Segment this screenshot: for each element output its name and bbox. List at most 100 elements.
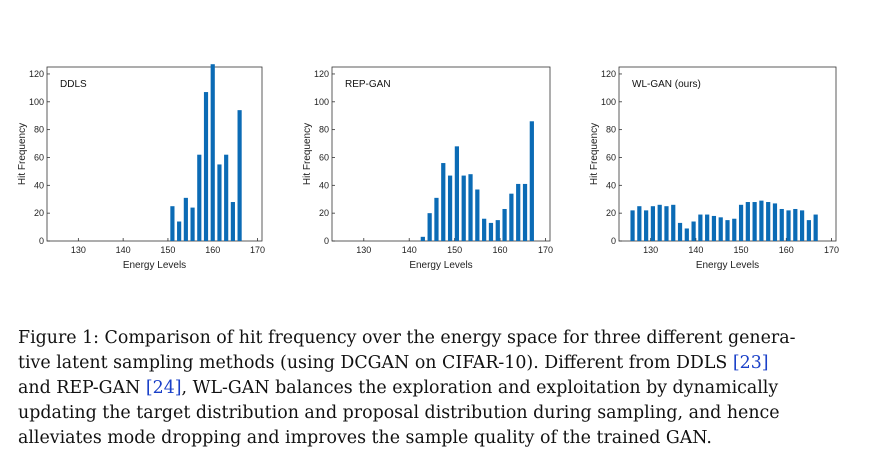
x-tick-label: 170 <box>824 245 839 255</box>
bar <box>482 218 487 241</box>
figure-caption: Figure 1: Comparison of hit frequency ov… <box>18 326 863 451</box>
x-tick-label: 170 <box>250 245 265 255</box>
bar <box>197 154 202 241</box>
bar <box>502 208 507 241</box>
y-tick-label: 60 <box>319 152 329 162</box>
citation-repgan[interactable]: [24] <box>145 378 182 398</box>
bar <box>711 215 717 241</box>
y-tick-label: 40 <box>606 180 616 190</box>
bar <box>183 197 188 241</box>
y-tick-label: 100 <box>29 97 44 107</box>
bar <box>217 164 222 241</box>
y-tick-label: 120 <box>601 69 616 79</box>
bar <box>630 210 635 241</box>
bar <box>170 206 175 241</box>
x-tick-label: 160 <box>779 245 794 255</box>
y-axis-label: Hit Frequency <box>589 123 600 185</box>
x-tick-label: 140 <box>116 245 131 255</box>
figure-charts: 0 20 40 60 80 100 120 130 140 150 160 170 DDLS Energy… <box>17 64 839 271</box>
x-axis-label: Energy Levels <box>123 260 186 271</box>
panel-label: DDLS <box>60 79 87 90</box>
x-tick-label: 130 <box>356 245 371 255</box>
bar <box>671 204 676 241</box>
y-tick-label: 120 <box>29 69 44 79</box>
y-tick-label: 80 <box>319 125 329 135</box>
chart-panel-2: 0 20 40 60 80 100 120 130 140 150 160 170 REP-GAN Ene… <box>302 66 553 271</box>
x-tick-label: 140 <box>402 245 417 255</box>
caption-line-1: Figure 1: Comparison of hit frequency ov… <box>18 328 796 348</box>
bar <box>529 121 534 241</box>
y-axis-label: Hit Frequency <box>302 123 313 185</box>
y-tick-label: 100 <box>601 97 616 107</box>
bar <box>725 220 730 241</box>
bar <box>677 222 683 241</box>
y-tick-label: 0 <box>611 236 616 246</box>
bar <box>177 221 182 241</box>
y-tick-label: 20 <box>606 208 616 218</box>
bar <box>420 236 425 241</box>
y-tick-label: 40 <box>34 180 44 190</box>
bar <box>732 218 737 241</box>
chart-panel-1: 0 20 40 60 80 100 120 130 140 150 160 170 DDLS Energy… <box>17 64 265 271</box>
bar <box>468 174 473 241</box>
x-tick-label: 150 <box>160 245 175 255</box>
bar <box>718 217 723 241</box>
citation-ddls[interactable]: [23] <box>732 353 769 373</box>
plot-frame <box>46 66 263 242</box>
bar <box>434 197 439 241</box>
bar <box>698 214 703 241</box>
y-tick-label: 20 <box>34 208 44 218</box>
plot-frame <box>331 66 551 242</box>
caption-line-5: alleviates mode dropping and improves th… <box>18 428 712 448</box>
y-axis-label: Hit Frequency <box>17 123 28 185</box>
bar <box>475 189 480 241</box>
bar <box>799 210 805 241</box>
bar <box>745 202 750 241</box>
caption-line-3a: and REP-GAN <box>18 378 146 398</box>
x-tick-label: 170 <box>538 245 553 255</box>
bar <box>650 206 656 241</box>
bar <box>427 213 432 241</box>
y-tick-label: 80 <box>606 125 616 135</box>
x-tick-label: 160 <box>205 245 220 255</box>
x-tick-label: 150 <box>447 245 462 255</box>
bar <box>806 220 811 241</box>
bar <box>738 204 744 241</box>
bar <box>759 200 764 241</box>
bar <box>522 183 528 241</box>
bar <box>509 193 514 241</box>
bar <box>813 214 818 241</box>
x-tick-label: 150 <box>734 245 749 255</box>
panel-label: WL-GAN (ours) <box>632 79 701 90</box>
x-tick-label: 130 <box>643 245 658 255</box>
bar <box>705 214 710 241</box>
y-tick-label: 20 <box>319 208 329 218</box>
x-axis-label: Energy Levels <box>696 260 759 271</box>
bar <box>190 207 195 241</box>
bar <box>786 210 791 241</box>
bar <box>684 228 689 241</box>
x-axis-label: Energy Levels <box>409 260 472 271</box>
y-tick-label: 0 <box>39 236 44 246</box>
figure: 0 20 40 60 80 100 120 130 140 150 160 170 DDLS Energy… <box>17 64 839 271</box>
bar <box>461 175 466 241</box>
bar <box>691 221 696 241</box>
bar <box>752 202 757 241</box>
x-tick-label: 140 <box>688 245 703 255</box>
y-tick-label: 60 <box>606 152 616 162</box>
bar <box>766 202 771 241</box>
caption-line-3b: , WL-GAN balances the exploration and ex… <box>181 378 779 398</box>
bar <box>772 203 778 241</box>
bar <box>203 92 209 241</box>
caption-line-2: tive latent sampling methods (using DCGA… <box>18 353 733 373</box>
bar <box>454 146 460 241</box>
chart-panel-3: 0 20 40 60 80 100 120 130 140 150 160 170 WL-GAN (ou… <box>589 66 839 271</box>
caption-line-4: updating the target distribution and pro… <box>18 403 780 423</box>
y-tick-label: 0 <box>324 236 329 246</box>
bar <box>644 210 649 241</box>
bar <box>495 220 500 241</box>
y-tick-label: 120 <box>314 69 329 79</box>
y-tick-label: 80 <box>34 125 44 135</box>
bar <box>657 204 662 241</box>
bar <box>210 64 215 241</box>
